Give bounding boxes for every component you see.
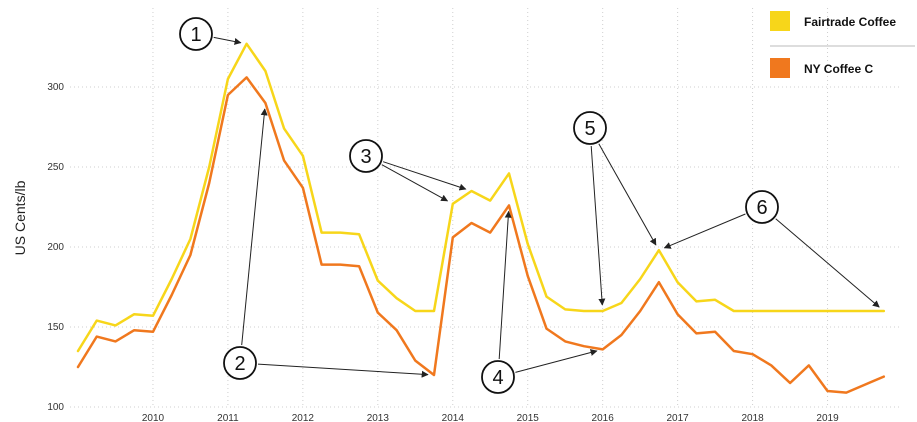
x-tick-label: 2015 [517,413,540,422]
annotation-arrow-3 [381,164,449,202]
x-tick-label: 2013 [367,413,390,422]
x-tick-label: 2012 [292,413,315,422]
series-lines [76,42,886,394]
annotation-arrow-2 [257,363,429,378]
callout-circle-1 [179,17,213,51]
x-tick-label: 2014 [442,413,465,422]
legend-label-fairtrade-coffee: Fairtrade Coffee [804,15,896,29]
annotation-arrow-5 [598,143,657,246]
series-line-fairtrade-coffee [76,42,886,353]
y-tick-label: 200 [47,242,64,253]
callout-number-6: 6 [756,197,767,219]
gridlines [70,8,900,408]
annotation-arrow-6 [775,218,880,308]
annotation-arrow-5 [590,145,606,306]
y-tick-label: 300 [47,82,64,93]
callout-circle-3 [349,139,383,173]
x-tick-label: 2016 [592,413,615,422]
annotation-arrow-3 [382,161,467,191]
x-tick-label: 2017 [667,413,690,422]
y-tick-label: 250 [47,162,64,173]
callout-number-1: 1 [190,24,201,46]
legend-label-ny-coffee-c: NY Coffee C [804,62,873,76]
x-tick-label: 2018 [741,413,764,422]
y-tick-label: 150 [47,322,64,333]
y-tick-label: 100 [47,402,64,413]
series-line-ny-coffee-c [76,76,886,394]
callout-circle-6 [745,190,779,224]
y-axis-label: US Cents/lb [12,180,28,255]
callout-circle-2 [223,346,257,380]
callout-number-2: 2 [234,353,245,375]
callout-circle-4 [481,360,515,394]
annotation-arrow-4 [515,349,598,373]
callout-number-4: 4 [492,367,503,389]
annotation-arrow-1 [213,36,242,45]
axes: 100 150 200 250 300 2010 2011 2012 2013 2014 2015 2… [47,82,839,422]
legend: Fairtrade Coffee NY Coffee C [770,11,915,78]
x-tick-label: 2019 [816,413,839,422]
callout-circle-5 [573,111,607,145]
annotation-arrow-2 [241,108,268,346]
annotation-arrow-4 [498,210,512,360]
callout-number-5: 5 [584,118,595,140]
annotation-arrow-6 [663,213,746,249]
callout-number-3: 3 [360,146,371,168]
legend-swatch-ny-coffee-c [770,58,790,78]
legend-swatch-fairtrade-coffee [770,11,790,31]
x-tick-label: 2011 [217,413,239,422]
x-tick-label: 2010 [142,413,165,422]
annotation-arrows [213,36,880,378]
annotation-callouts: 1 2 3 4 5 6 [179,17,779,394]
